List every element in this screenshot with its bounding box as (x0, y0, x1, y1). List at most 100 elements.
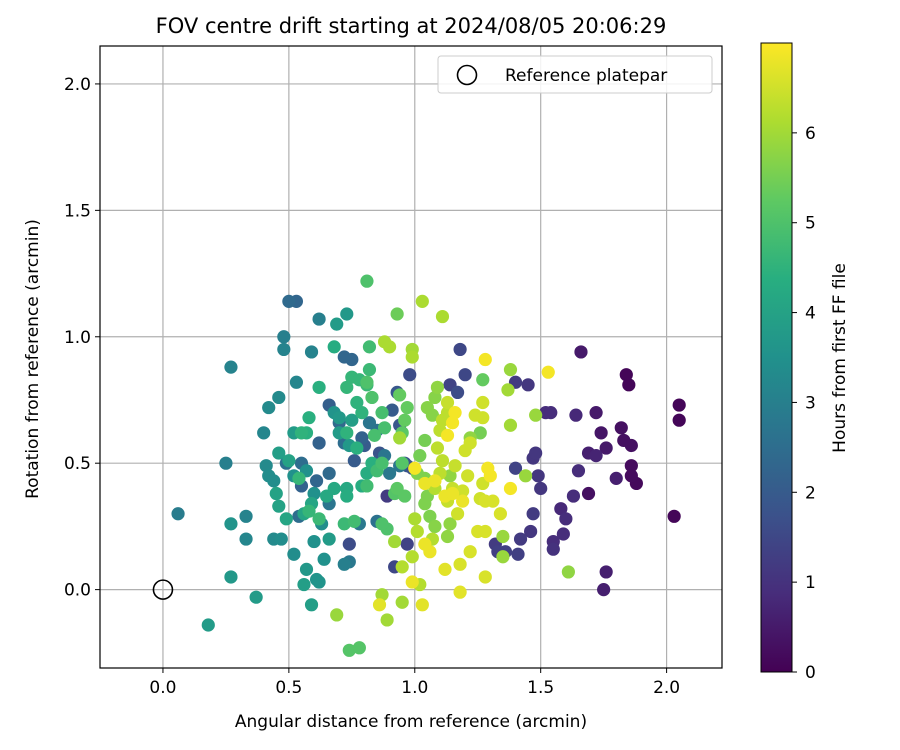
scatter-point (546, 542, 560, 556)
scatter-point (524, 524, 538, 539)
legend-reference-marker (456, 64, 478, 86)
colorbar-label: Hours from first FF file (830, 263, 850, 453)
scatter-point (350, 441, 364, 455)
scatter-point (312, 312, 326, 326)
scatter-point (345, 413, 359, 427)
x-tick-label: 0.0 (149, 678, 176, 698)
x-tick-label: 2.0 (653, 678, 680, 698)
scatter-point (375, 456, 389, 470)
scatter-point (622, 378, 636, 392)
scatter-point (367, 428, 382, 442)
scatter-point (347, 514, 361, 528)
scatter-point (445, 416, 460, 430)
scatter-point (400, 400, 414, 415)
y-axis-ticks: 0.0 0.5 1.0 1.5 2.0 (64, 75, 100, 601)
scatter-point (440, 428, 455, 442)
scatter-point (299, 562, 314, 576)
scatter-point (292, 471, 306, 485)
scatter-point (594, 426, 608, 440)
scatter-point (614, 421, 628, 435)
scatter-point (503, 418, 518, 432)
scatter-point (380, 613, 394, 627)
scatter-point (385, 403, 399, 417)
y-tick-label: 1.5 (64, 201, 91, 221)
scatter-point (569, 408, 583, 422)
scatter-point (478, 352, 492, 367)
scatter-point (566, 489, 581, 503)
scatter-point (503, 363, 518, 377)
scatter-point (624, 469, 638, 483)
scatter-point (418, 497, 432, 511)
colorbar: 0 1 2 3 4 5 6 Hours from first FF file (760, 42, 850, 683)
scatter-point (617, 433, 631, 448)
scatter-point (395, 595, 409, 609)
scatter-point (393, 388, 407, 402)
scatter-point (599, 565, 613, 579)
scatter-point (476, 411, 490, 425)
scatter-point (453, 557, 467, 571)
scatter-point (443, 517, 457, 531)
y-tick-label: 0.0 (64, 581, 91, 601)
scatter-point (340, 489, 354, 503)
scatter-point (408, 512, 422, 526)
scatter-point (390, 307, 404, 321)
scatter-point (355, 431, 369, 445)
scatter-point (304, 598, 319, 612)
scatter-point (463, 545, 477, 559)
scatter-point (529, 446, 543, 460)
scatter-point (531, 469, 545, 483)
scatter-point (561, 565, 575, 579)
scatter-point (360, 466, 374, 480)
scatter-point (393, 431, 407, 445)
scatter-point (347, 454, 361, 468)
scatter-point (476, 395, 490, 410)
scatter-point (309, 474, 324, 488)
x-tick-label: 1.0 (401, 678, 428, 698)
scatter-point (541, 365, 555, 379)
colorbar-tick-label: 0 (805, 663, 816, 683)
scatter-point (408, 461, 422, 475)
scatter-point (440, 529, 455, 544)
scatter-point (201, 618, 215, 632)
scatter-point (171, 507, 185, 521)
scatter-point (395, 456, 409, 470)
scatter-point (405, 550, 419, 564)
scatter-point (415, 598, 429, 612)
scatter-point (327, 340, 341, 354)
reference-platepar-marker (152, 579, 174, 600)
y-axis-label: Rotation from reference (arcmin) (23, 219, 43, 499)
scatter-point (405, 350, 419, 364)
scatter-point (456, 494, 470, 508)
scatter-point (330, 317, 344, 331)
scatter-point (440, 395, 455, 410)
scatter-point (428, 390, 442, 405)
scatter-point (513, 532, 528, 546)
plot-area: 0.0 0.5 1.0 1.5 2.0 0.0 0.5 1.0 1.5 2.0 (64, 45, 723, 698)
scatter-point (272, 390, 286, 405)
scatter-point (375, 406, 389, 420)
scatter-point (501, 383, 515, 397)
scatter-point (375, 517, 389, 531)
scatter-point (372, 598, 387, 612)
scatter-point (219, 456, 233, 470)
scatter-point (413, 449, 427, 463)
scatter-point (493, 507, 507, 521)
scatter-point (307, 534, 321, 549)
scatter-point (224, 360, 238, 374)
scatter-point (410, 524, 424, 539)
scatter-point (518, 469, 533, 483)
scatter-point (269, 486, 283, 501)
scatter-point (375, 588, 389, 602)
scatter-point (428, 519, 442, 534)
scatter-point (312, 512, 326, 526)
scatter-point (282, 454, 296, 468)
scatter-point (450, 507, 465, 521)
scatter-point (337, 517, 351, 531)
scatter-point (581, 486, 596, 501)
scatter-point (496, 529, 510, 544)
scatter-point (438, 562, 452, 576)
scatter-point (360, 375, 374, 389)
scatter-point (362, 340, 377, 354)
reference-marker-layer (152, 579, 174, 600)
